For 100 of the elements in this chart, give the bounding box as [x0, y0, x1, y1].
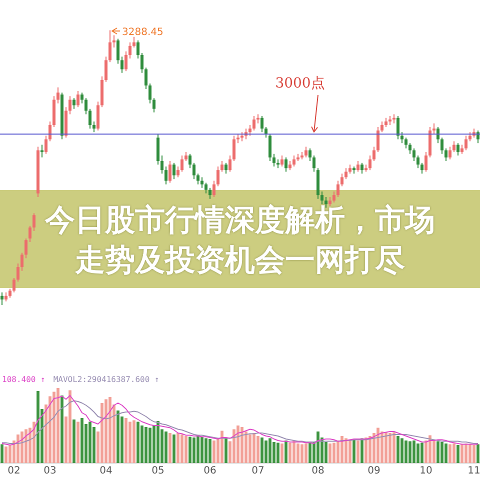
bar — [436, 441, 440, 463]
bar — [268, 438, 272, 463]
bar — [452, 444, 456, 463]
x-tick-label: 06 — [204, 466, 216, 477]
bar — [212, 440, 216, 463]
bar — [48, 396, 52, 463]
bar — [296, 444, 300, 463]
x-tick-label: 02 — [8, 466, 20, 477]
bar — [76, 422, 80, 463]
bar — [264, 440, 268, 463]
bar — [428, 435, 432, 463]
bar — [4, 446, 8, 463]
bar — [24, 429, 28, 463]
bar — [208, 439, 212, 463]
bar — [236, 426, 240, 463]
bar — [456, 445, 460, 463]
bar — [224, 438, 228, 463]
x-tick-label: 03 — [44, 466, 56, 477]
bar — [104, 399, 108, 463]
bar — [364, 438, 368, 463]
bar — [168, 433, 172, 463]
bar — [16, 434, 20, 463]
bar — [444, 444, 448, 463]
bar — [384, 432, 388, 463]
bar — [164, 432, 168, 463]
bar — [204, 438, 208, 463]
bar — [252, 433, 256, 463]
bar — [460, 444, 464, 463]
bar — [420, 442, 424, 463]
text: MAVOL2:290416387.600 ↑ — [53, 375, 160, 384]
bar — [156, 421, 160, 463]
bar — [344, 438, 348, 463]
bar — [52, 392, 56, 463]
bar — [240, 427, 244, 463]
bar — [376, 428, 380, 463]
bar — [188, 436, 192, 463]
bar — [284, 440, 288, 463]
x-tick-label: 08 — [312, 466, 324, 477]
ref-line-label: 3000点 — [275, 76, 325, 92]
bar — [196, 435, 200, 463]
bar — [360, 438, 364, 463]
bar — [348, 440, 352, 463]
bar — [124, 418, 128, 463]
bar — [116, 410, 120, 463]
bar — [400, 438, 404, 463]
bar — [144, 427, 148, 463]
bar — [148, 428, 152, 463]
bar — [100, 403, 104, 463]
bar — [192, 438, 196, 463]
bar — [108, 397, 112, 463]
bar — [440, 442, 444, 463]
x-tick-label: 04 — [100, 466, 112, 477]
bar — [132, 420, 136, 463]
bar — [416, 444, 420, 463]
bar — [56, 388, 60, 463]
bar — [304, 444, 308, 463]
bar — [0, 444, 4, 463]
bar — [276, 442, 280, 463]
bar — [260, 438, 264, 463]
bar — [308, 442, 312, 463]
bar — [136, 422, 140, 463]
bar — [128, 422, 132, 463]
bar — [248, 434, 252, 463]
x-tick-label: 09 — [368, 466, 380, 477]
bar — [392, 432, 396, 463]
bar — [68, 390, 72, 463]
x-tick-label: 07 — [252, 466, 264, 477]
bar — [272, 442, 276, 463]
bar — [472, 445, 476, 463]
bar — [404, 440, 408, 463]
bar — [172, 434, 176, 463]
bar — [60, 396, 64, 463]
bar — [288, 442, 292, 463]
bar — [368, 436, 372, 463]
bar — [36, 391, 40, 463]
bar — [408, 441, 412, 463]
bar — [88, 422, 92, 463]
bar — [332, 442, 336, 463]
bar — [396, 436, 400, 463]
annotation: 3288.45 — [122, 26, 164, 38]
bar — [32, 422, 36, 463]
bar — [352, 439, 356, 463]
bar — [316, 432, 320, 463]
bar — [412, 440, 416, 463]
bar — [464, 444, 468, 463]
bar — [180, 434, 184, 463]
bar — [20, 432, 24, 463]
text: 今日股市行情深度解析，市场走势及投资机会一网打尽 — [44, 202, 436, 280]
bar — [256, 436, 260, 463]
text: 108.400 ↑ — [2, 375, 46, 384]
x-tick-label: 11 — [468, 466, 480, 477]
x-tick-label: 10 — [420, 466, 432, 477]
bar — [448, 444, 452, 463]
bar — [220, 430, 224, 463]
bar — [140, 426, 144, 463]
bar — [80, 418, 84, 463]
bar — [328, 444, 332, 463]
bar — [476, 444, 480, 463]
bar — [232, 429, 236, 463]
bar — [184, 436, 188, 463]
